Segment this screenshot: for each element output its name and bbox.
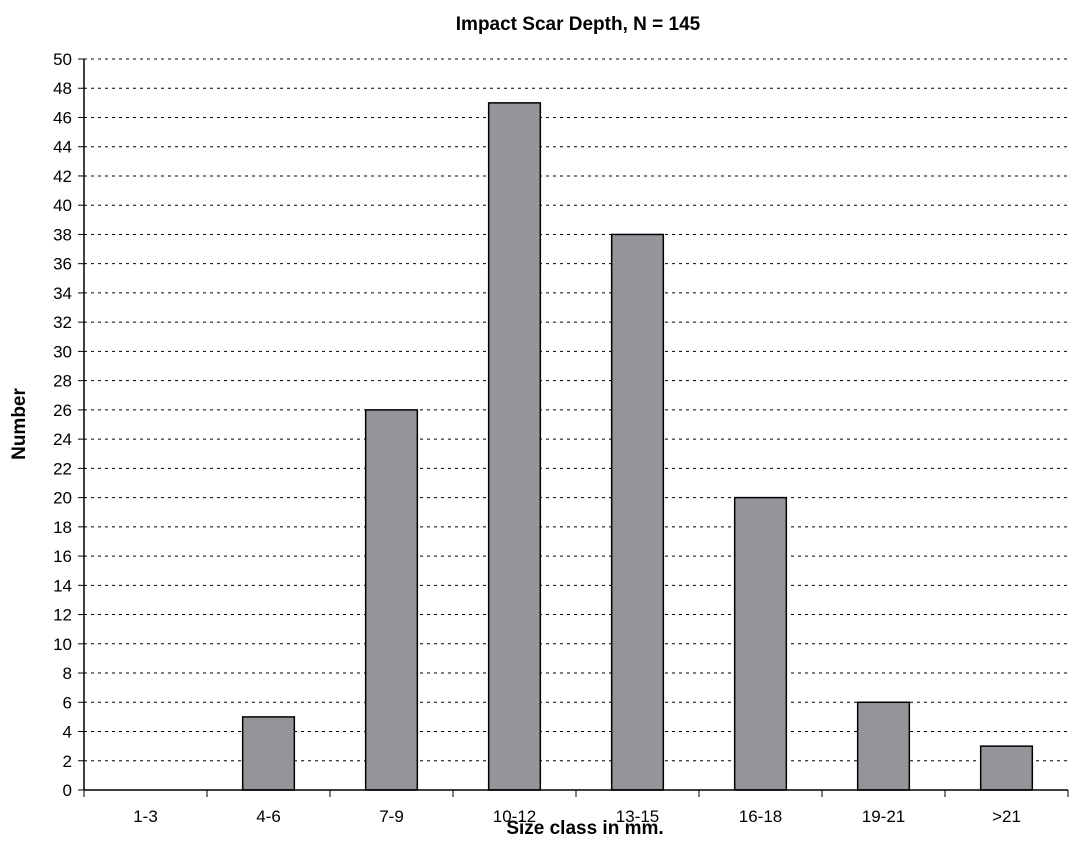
- y-tick-label: 4: [63, 723, 72, 742]
- y-tick-label: 6: [63, 693, 72, 712]
- y-axis-label: Number: [9, 388, 30, 460]
- x-tick-label: 4-6: [256, 807, 281, 826]
- y-tick-label: 36: [53, 255, 72, 274]
- bar->21: [979, 745, 1034, 791]
- y-tick-label: 0: [63, 781, 72, 800]
- bar-7-9: [364, 409, 419, 791]
- x-tick-label: 7-9: [379, 807, 404, 826]
- x-tick-label: 13-15: [616, 807, 659, 826]
- chart-title: Impact Scar Depth, N = 145: [456, 14, 701, 35]
- x-tick-label: 16-18: [739, 807, 782, 826]
- y-tick-label: 32: [53, 313, 72, 332]
- x-tick-labels: 1-3 4-6 7-9 10-12 13-15 16-18 19-21 >21: [133, 807, 1021, 826]
- y-tick-label: 44: [53, 138, 72, 157]
- y-tick-label: 14: [53, 576, 72, 595]
- x-tick-label: 10-12: [493, 807, 536, 826]
- y-tick-label: 26: [53, 401, 72, 420]
- bar-10-12: [487, 102, 542, 791]
- y-tick-label: 42: [53, 167, 72, 186]
- y-tick-label: 28: [53, 372, 72, 391]
- y-tick-label: 34: [53, 284, 72, 303]
- y-tick-labels: 0246810121416182022242628303234363840424…: [53, 50, 72, 800]
- bar-19-21: [856, 701, 911, 791]
- x-tick-label: 19-21: [862, 807, 905, 826]
- y-tick-label: 50: [53, 50, 72, 69]
- x-axis-label: Size class in mm.: [506, 818, 663, 839]
- y-tick-label: 46: [53, 108, 72, 127]
- y-tick-label: 18: [53, 518, 72, 537]
- bar-16-18: [733, 496, 788, 791]
- x-tick-label: >21: [992, 807, 1021, 826]
- y-tick-label: 24: [53, 430, 72, 449]
- y-tick-label: 48: [53, 79, 72, 98]
- bars: [241, 102, 1034, 791]
- y-tick-label: 30: [53, 342, 72, 361]
- x-tick-label: 1-3: [133, 807, 158, 826]
- y-tick-label: 20: [53, 489, 72, 508]
- y-tick-label: 22: [53, 459, 72, 478]
- bar-4-6: [241, 716, 296, 791]
- y-tick-label: 40: [53, 196, 72, 215]
- y-tick-label: 12: [53, 606, 72, 625]
- gridlines: [84, 58, 1068, 762]
- y-tick-label: 2: [63, 752, 72, 771]
- bar-13-15: [610, 233, 665, 791]
- y-tick-label: 10: [53, 635, 72, 654]
- y-tick-label: 8: [63, 664, 72, 683]
- y-tick-label: 16: [53, 547, 72, 566]
- y-tick-label: 38: [53, 225, 72, 244]
- axes: [78, 58, 1069, 797]
